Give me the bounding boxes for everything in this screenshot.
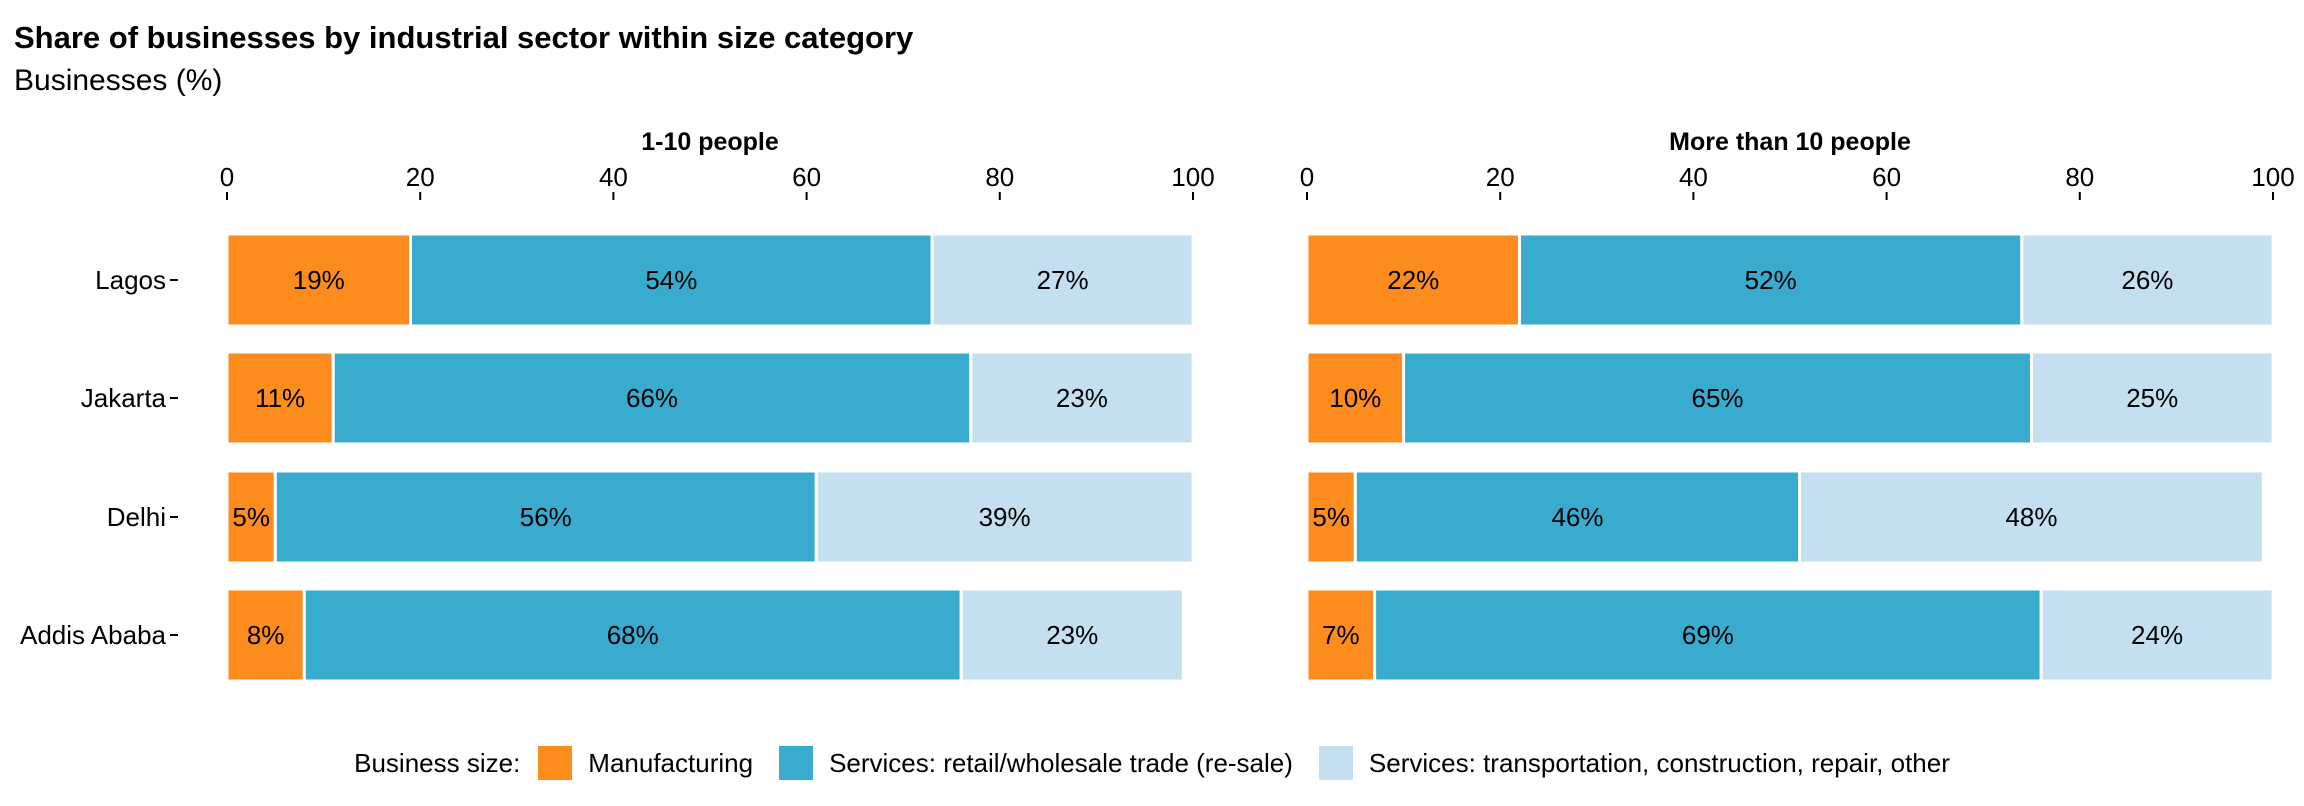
- data-label-lagos-series-2: 52%: [1745, 265, 1797, 295]
- x-tick-label: 100: [1171, 162, 1214, 192]
- bar-lagos-series-1: [225, 232, 413, 328]
- bar-lagos-series-3: [930, 232, 1195, 328]
- data-label-lagos-series-2: 54%: [645, 265, 697, 295]
- legend-swatch-retail: [779, 746, 814, 780]
- data-label-lagos-series-1: 22%: [1387, 265, 1439, 295]
- data-label-addis-ababa-series-1: 7%: [1322, 620, 1360, 650]
- x-tick-label: 40: [1679, 162, 1708, 192]
- legend-item-other-services: Services: transportation, construction, …: [1318, 746, 1950, 780]
- category-label-addis-ababa: Addis Ababa: [20, 620, 167, 650]
- bar-lagos-series-2: [409, 232, 934, 328]
- data-label-addis-ababa-series-1: 8%: [247, 620, 285, 650]
- x-tick-label: 20: [1486, 162, 1515, 192]
- x-tick-label: 20: [406, 162, 435, 192]
- data-label-jakarta-series-3: 23%: [1056, 383, 1108, 413]
- legend-swatch-manufacturing: [538, 746, 573, 780]
- x-tick-label: 0: [220, 162, 234, 192]
- data-label-jakarta-series-3: 25%: [2126, 383, 2178, 413]
- data-label-jakarta-series-2: 66%: [626, 383, 678, 413]
- x-tick-label: 60: [1872, 162, 1901, 192]
- legend-item-retail: Services: retail/wholesale trade (re-sal…: [779, 746, 1293, 780]
- bar-addis-ababa-series-2: [1373, 587, 2043, 683]
- legend-label-retail: Services: retail/wholesale trade (re-sal…: [829, 747, 1293, 778]
- legend-label-other-services: Services: transportation, construction, …: [1368, 747, 1950, 778]
- data-label-lagos-series-3: 27%: [1037, 265, 1089, 295]
- bar-addis-ababa-series-2: [302, 587, 963, 683]
- bar-lagos-series-1: [1305, 232, 1522, 328]
- x-tick-label: 100: [2251, 162, 2294, 192]
- bar-delhi-series-3: [1798, 469, 2265, 565]
- data-label-delhi-series-2: 56%: [520, 502, 572, 532]
- bar-jakarta-series-2: [331, 350, 973, 446]
- data-label-delhi-series-2: 46%: [1551, 502, 1603, 532]
- bar-delhi-series-2: [273, 469, 818, 565]
- data-label-delhi-series-1: 5%: [1312, 502, 1350, 532]
- chart-subtitle: Businesses (%): [14, 64, 223, 97]
- bar-lagos-series-3: [2020, 232, 2275, 328]
- data-label-addis-ababa-series-2: 69%: [1682, 620, 1734, 650]
- x-tick-label: 60: [792, 162, 821, 192]
- bar-delhi-series-2: [1353, 469, 1802, 565]
- stacked-bar-chart: Lagos Jakarta Delhi Addis Ababa 1-10 people 0…: [20, 128, 2295, 683]
- bar-delhi-series-3: [814, 469, 1195, 565]
- data-label-addis-ababa-series-3: 24%: [2131, 620, 2183, 650]
- bar-jakarta-series-3: [2030, 350, 2275, 446]
- data-label-addis-ababa-series-2: 68%: [607, 620, 659, 650]
- x-tick-label: 80: [985, 162, 1014, 192]
- bar-jakarta-series-3: [969, 350, 1195, 446]
- x-tick-label: 80: [2065, 162, 2094, 192]
- category-label-delhi: Delhi: [107, 502, 166, 532]
- legend: Business size: Manufacturing Services: r…: [0, 746, 2304, 780]
- category-label-lagos: Lagos: [95, 265, 166, 295]
- data-label-jakarta-series-1: 10%: [1329, 383, 1381, 413]
- bar-delhi-series-1: [225, 469, 277, 565]
- legend-title: Business size:: [354, 747, 521, 778]
- legend-item-manufacturing: Manufacturing: [538, 746, 753, 780]
- data-label-addis-ababa-series-3: 23%: [1046, 620, 1098, 650]
- category-label-jakarta: Jakarta: [81, 383, 167, 413]
- data-label-delhi-series-3: 39%: [979, 502, 1031, 532]
- panel-title-1: 1-10 people: [641, 128, 779, 156]
- x-tick-label: 0: [1300, 162, 1314, 192]
- bar-addis-ababa-series-3: [2039, 587, 2275, 683]
- bar-addis-ababa-series-3: [959, 587, 1185, 683]
- x-tick-label: 40: [599, 162, 628, 192]
- legend-swatch-other-services: [1318, 746, 1353, 780]
- bar-lagos-series-2: [1518, 232, 2024, 328]
- data-label-lagos-series-3: 26%: [2121, 265, 2173, 295]
- chart-title: Share of businesses by industrial sector…: [14, 20, 914, 55]
- data-label-delhi-series-1: 5%: [232, 502, 270, 532]
- bar-delhi-series-1: [1305, 469, 1357, 565]
- data-label-jakarta-series-2: 65%: [1692, 383, 1744, 413]
- data-label-delhi-series-3: 48%: [2005, 502, 2057, 532]
- panel-title-2: More than 10 people: [1669, 128, 1911, 156]
- bar-addis-ababa-series-1: [1305, 587, 1377, 683]
- data-label-lagos-series-1: 19%: [293, 265, 345, 295]
- legend-label-manufacturing: Manufacturing: [588, 747, 754, 778]
- data-label-jakarta-series-1: 11%: [255, 383, 305, 413]
- bar-addis-ababa-series-1: [225, 587, 306, 683]
